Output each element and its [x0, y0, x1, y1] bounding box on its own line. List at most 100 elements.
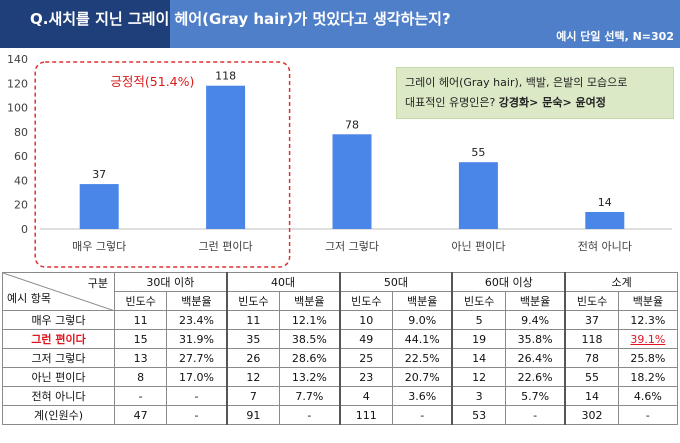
table-cell: 3 [451, 386, 506, 406]
table-row-label: 매우 그렇다 [2, 310, 115, 330]
bar-data-label: 55 [471, 146, 485, 159]
table-sub-header: 빈도수 [564, 291, 619, 311]
table-corner: 구분 예시 항목 [2, 272, 115, 311]
table-cell: 23 [338, 367, 394, 387]
table-cell: 47 [113, 405, 168, 425]
table-cell: 18.2% [617, 367, 679, 387]
table-row-label: 그저 그렇다 [2, 348, 115, 368]
header-bar: Q.새치를 지닌 그레이 헤어(Gray hair)가 멋있다고 생각하는지? … [0, 0, 680, 48]
table-sub-header: 빈도수 [225, 291, 281, 311]
table-row: 전혀 아니다 - -7 7.7% 4 3.6% 3 5.7% 14 4.6% [2, 386, 679, 406]
table-cell: 7.7% [279, 386, 341, 406]
y-tick-label: 140 [7, 53, 28, 66]
bar [206, 85, 246, 229]
bar-data-label: 118 [215, 70, 236, 83]
table-cell: 7 [225, 386, 281, 406]
table-cell: 26 [225, 348, 281, 368]
table-row: 계(인원수) 47-91-111-53-302- [2, 405, 679, 425]
table-cell: 39.1% [617, 329, 679, 349]
table-group-header: 50대 [338, 272, 453, 292]
table-cell: - [166, 405, 228, 425]
table-cell: 27.7% [166, 348, 228, 368]
page-title: Q.새치를 지닌 그레이 헤어(Gray hair)가 멋있다고 생각하는지? [30, 10, 451, 28]
positive-highlight-box [34, 61, 291, 268]
bar [458, 162, 498, 229]
table-cell: 35 [225, 329, 281, 349]
table-cell: - [113, 386, 168, 406]
table-group-header: 소계 [564, 272, 679, 292]
table-row: 그저 그렇다 13 27.7% 26 28.6% 25 22.5% 14 26.4% 78 25.8… [2, 348, 679, 368]
table-cell: 111 [338, 405, 394, 425]
table-cell: 9.4% [504, 310, 566, 330]
note-line-1: 그레이 헤어(Gray hair), 백발, 은발의 모습으로 [405, 76, 628, 89]
note-line-2-prefix: 대표적인 유명인은? [405, 96, 499, 109]
table-cell: 55 [564, 367, 619, 387]
table-cell: 22.6% [504, 367, 566, 387]
table-cell: 9.0% [392, 310, 453, 330]
table-cell: 118 [564, 329, 619, 349]
table-cell: 14 [564, 386, 619, 406]
table-sub-header: 백분율 [166, 291, 228, 311]
table-row: 그런 편이다 15 31.9% 35 38.5% 49 44.1% 19 35.8% 118 39.… [2, 329, 679, 349]
table-cell: 5 [451, 310, 506, 330]
table-group-header: 40대 [225, 272, 341, 292]
table-cell: 20.7% [392, 367, 453, 387]
y-tick-label: 60 [14, 150, 28, 163]
bar-chart: 0 20 40 60 80 100 120 140 37 118 78 55 14 매우 그렇다 그런 … [7, 53, 672, 268]
celebrity-note: 그레이 헤어(Gray hair), 백발, 은발의 모습으로 대표적인 유명인… [396, 67, 674, 119]
table-row-label: 그런 편이다 [2, 329, 115, 349]
table-cell: 19 [451, 329, 506, 349]
category-label: 전혀 아니다 [578, 240, 632, 253]
table-group-header: 30대 이하 [113, 272, 228, 292]
table-row: 매우 그렇다 11 23.4% 11 12.1% 10 9.0% 5 9.4% 37 12.3% [2, 310, 679, 330]
table-group-header: 60대 이상 [451, 272, 566, 292]
table-cell: 49 [338, 329, 394, 349]
table-sub-header: 빈도수 [113, 291, 168, 311]
note-line-2-bold: 강경화> 문숙> 윤여정 [498, 96, 606, 109]
table-cell: 4.6% [617, 386, 679, 406]
table-cell: 28.6% [279, 348, 341, 368]
table-row-label: 전혀 아니다 [2, 386, 115, 406]
bar-data-label: 78 [345, 118, 359, 131]
category-label: 매우 그렇다 [72, 240, 126, 253]
y-tick-label: 80 [14, 126, 28, 139]
table-cell: 15 [113, 329, 168, 349]
header-accent [0, 0, 170, 48]
table-row-label: 계(인원수) [2, 405, 115, 425]
table-cell: 3.6% [392, 386, 453, 406]
category-labels: 매우 그렇다 그런 편이다 그저 그렇다 아닌 편이다 전혀 아니다 [72, 240, 632, 253]
bar-data-label: 37 [92, 168, 106, 181]
table-cell: 35.8% [504, 329, 566, 349]
table-cell: 44.1% [392, 329, 453, 349]
table-cell: 37 [564, 310, 619, 330]
bars-group: 37 118 78 55 14 [79, 70, 625, 229]
corner-bottom-label: 예시 항목 [7, 292, 51, 305]
table-cell: 5.7% [504, 386, 566, 406]
table-cell: 14 [451, 348, 506, 368]
table-cell: 8 [113, 367, 168, 387]
table-sub-header-row: 빈도수 백분율 빈도수 백분율 빈도수 백분율 빈도수 백분율 빈도수 백분율 [3, 291, 679, 311]
table-sub-header: 빈도수 [451, 291, 506, 311]
table-cell: 25.8% [617, 348, 679, 368]
table-row-label: 아닌 편이다 [2, 367, 115, 387]
table-cell: 53 [451, 405, 506, 425]
category-label: 그저 그렇다 [325, 240, 379, 253]
table-cell: 25 [338, 348, 394, 368]
corner-top-label: 구분 [87, 277, 108, 290]
y-tick-label: 0 [21, 223, 28, 236]
table-cell: - [392, 405, 453, 425]
y-tick-label: 100 [7, 102, 28, 115]
category-label: 아닌 편이다 [451, 240, 505, 253]
bar [585, 212, 625, 229]
table-cell: 91 [225, 405, 281, 425]
table-cell: 31.9% [166, 329, 228, 349]
table-group-header-row: 구분 예시 항목 30대 이하 40대 50대 60대 이상 소계 [2, 272, 679, 311]
table-cell: 13.2% [279, 367, 341, 387]
table-sub-header: 백분율 [617, 291, 679, 311]
y-axis: 0 20 40 60 80 100 120 140 [7, 53, 28, 236]
note-line-2: 대표적인 유명인은? 강경화> 문숙> 윤여정 [405, 93, 665, 113]
bar [332, 134, 372, 229]
table-sub-header: 백분율 [392, 291, 453, 311]
category-label: 그런 편이다 [199, 240, 253, 253]
table-cell: 26.4% [504, 348, 566, 368]
